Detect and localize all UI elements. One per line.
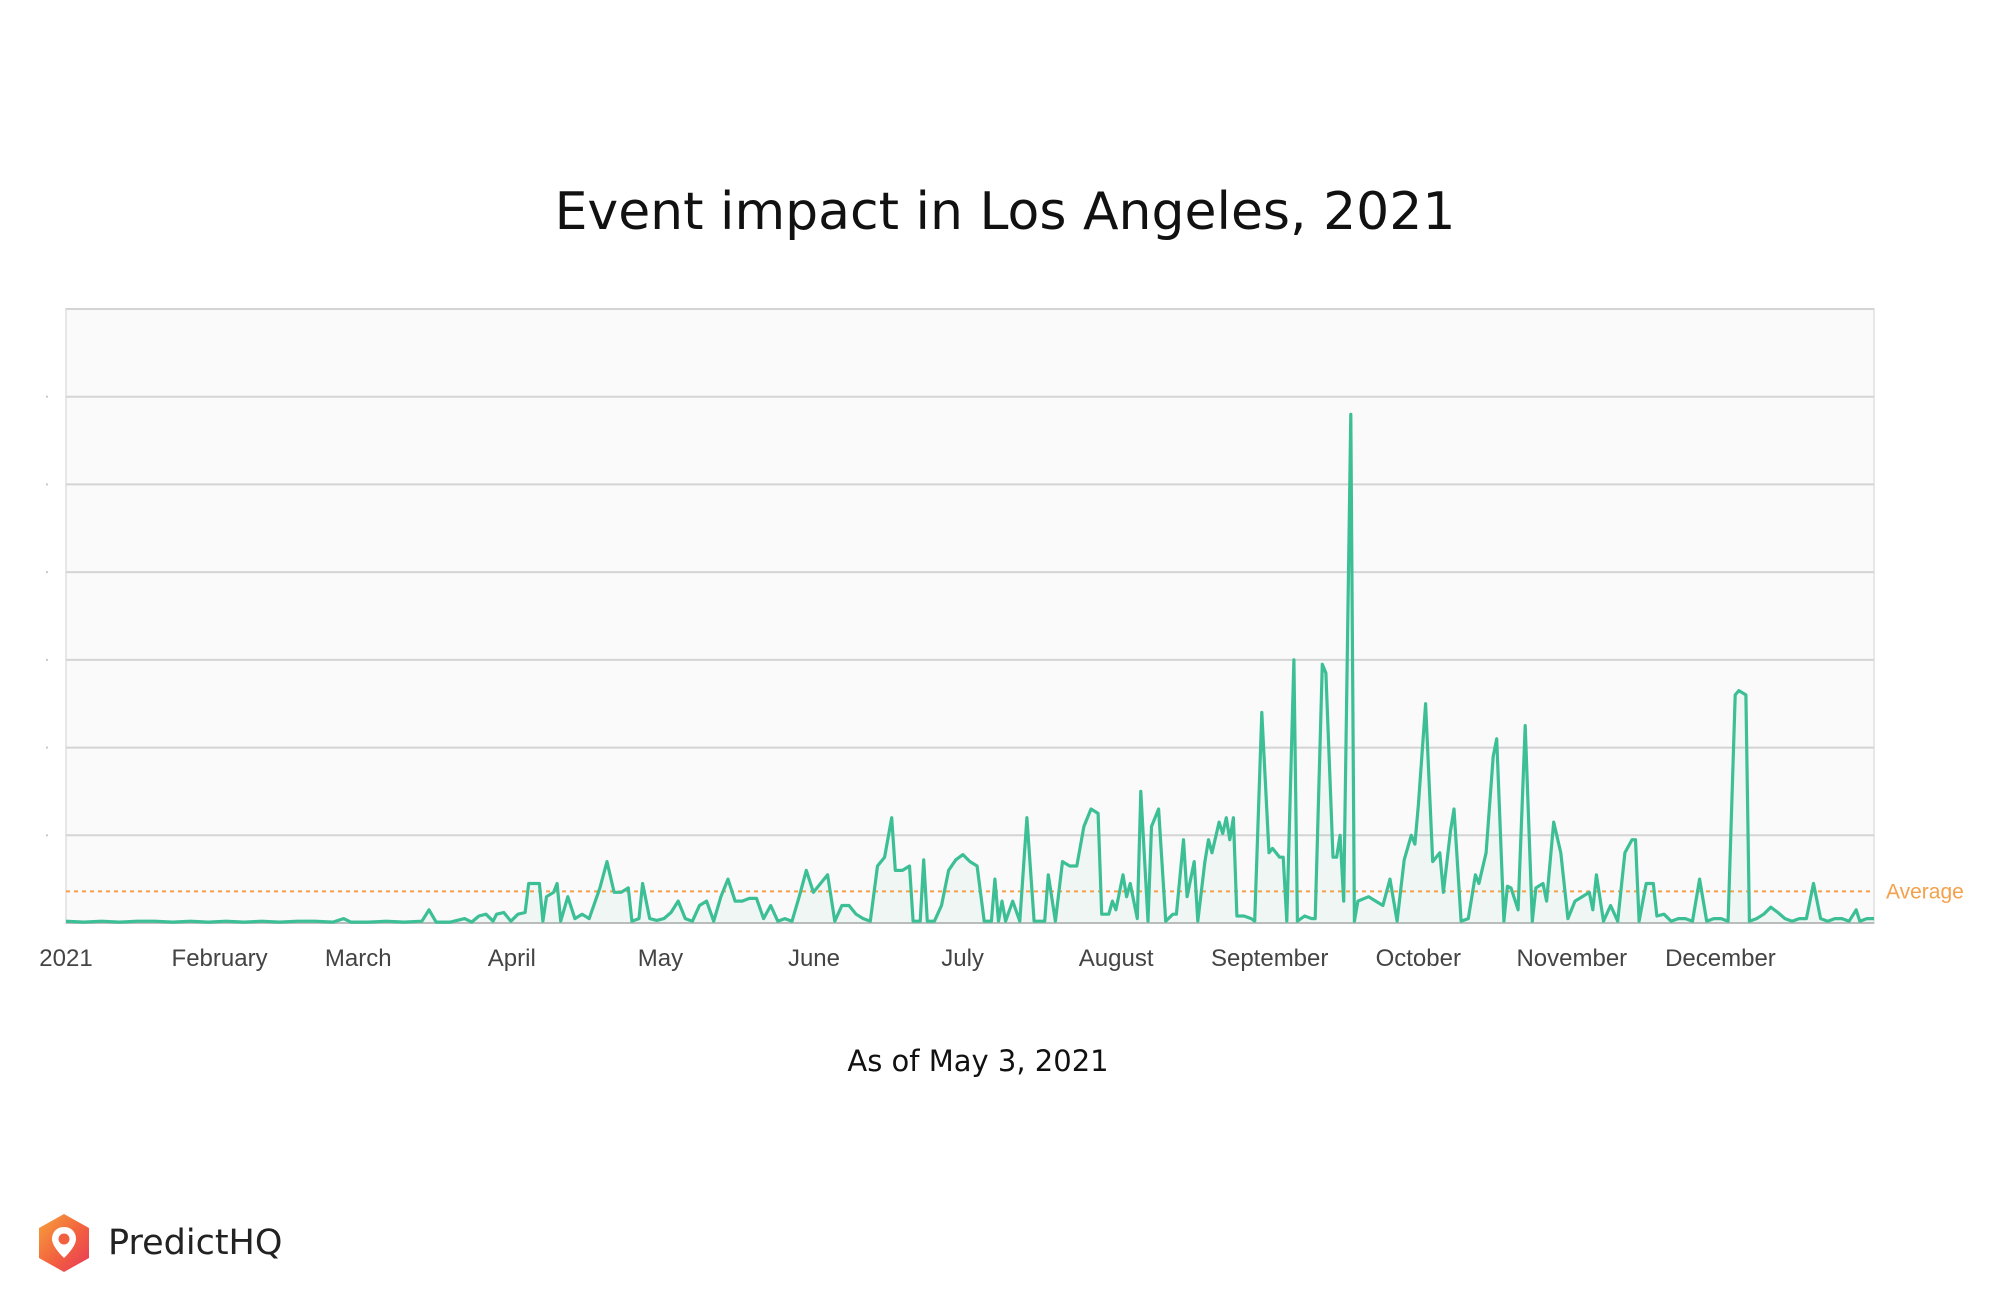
x-tick-label: June	[788, 945, 840, 972]
brand-name: PredictHQ	[108, 1223, 283, 1263]
x-tick-label: August	[1079, 945, 1154, 972]
x-tick-label: November	[1516, 945, 1627, 972]
y-tick-marks	[46, 395, 48, 837]
brand: PredictHQ	[36, 1212, 282, 1274]
series-area-fill	[66, 414, 1874, 923]
x-tick-label: 2021	[39, 945, 92, 972]
series-line-event-impact	[65, 412, 1874, 924]
chart-title: Event impact in Los Angeles, 2021	[554, 182, 1456, 242]
x-tick-label: May	[638, 945, 683, 972]
x-axis-labels: 2021 February March April May June July August S…	[39, 945, 1775, 972]
predicthq-logo-icon	[39, 1214, 89, 1272]
x-tick-label: December	[1665, 945, 1776, 972]
x-tick-label: February	[172, 945, 268, 972]
x-tick-label: April	[488, 945, 536, 972]
chart-subtitle: As of May 3, 2021	[847, 1044, 1109, 1078]
plot-background	[65, 308, 1875, 924]
x-tick-label: October	[1376, 945, 1461, 972]
x-tick-label: September	[1211, 945, 1328, 972]
x-tick-label: March	[325, 945, 392, 972]
average-label: Average	[1886, 880, 1964, 903]
x-tick-label: July	[941, 945, 984, 972]
